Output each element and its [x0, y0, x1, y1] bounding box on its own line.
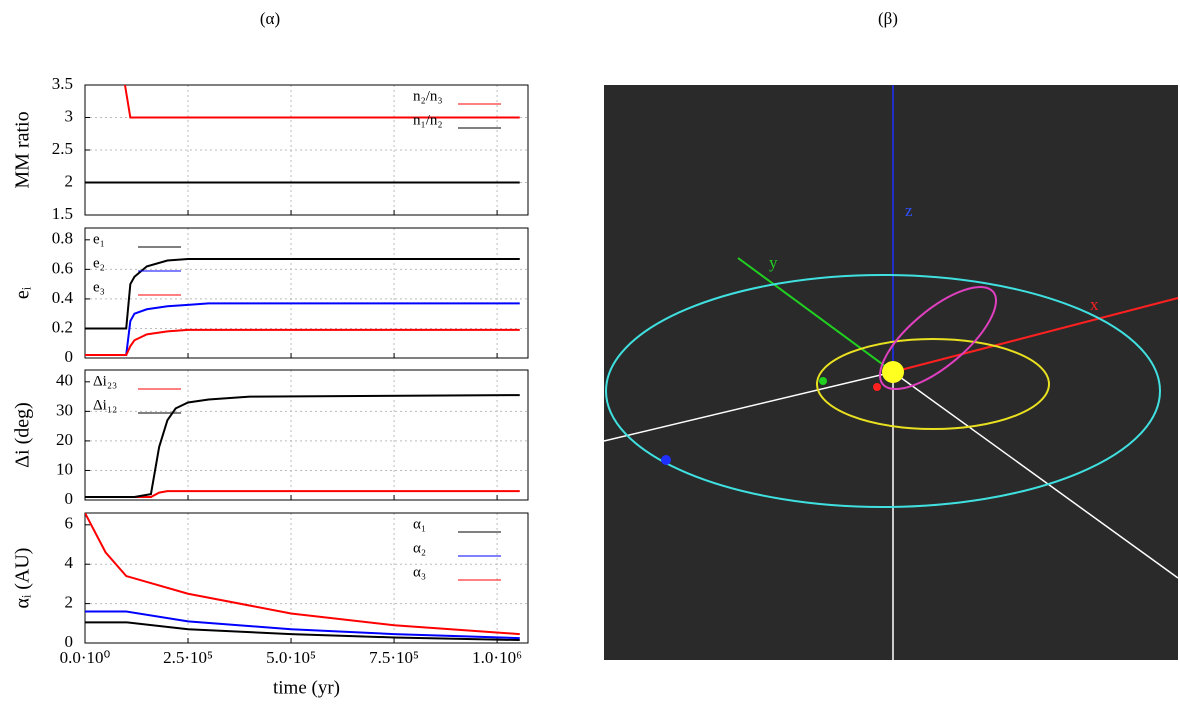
y-tick-label: 4	[65, 553, 74, 572]
orbit	[605, 274, 1161, 508]
legend-label: Δi₂₃	[93, 373, 117, 389]
x-tick-label: 5.0·10⁵	[266, 648, 316, 667]
plot-frame	[84, 227, 529, 359]
axis-label: x	[1090, 295, 1099, 314]
y-tick-label: 0.4	[52, 288, 74, 307]
plot-frame	[84, 369, 529, 501]
series-line	[85, 610, 520, 640]
planet	[873, 383, 881, 391]
y-tick-label: 0.2	[52, 317, 73, 336]
y-tick-label: 3	[65, 106, 74, 125]
legend-label: α₂	[413, 540, 426, 556]
y-tick-label: 0	[65, 489, 74, 508]
y-axis	[737, 257, 894, 373]
y-tick-label: 20	[56, 430, 73, 449]
series-line	[85, 394, 520, 499]
x-tick-label: 2.5·10⁵	[163, 648, 213, 667]
orbit	[816, 338, 1050, 430]
axis-line	[603, 371, 894, 442]
planet	[661, 455, 671, 465]
y-axis-label: αᵢ (AU)	[12, 548, 34, 609]
y-tick-label: 0.8	[52, 229, 73, 248]
series-line	[85, 513, 520, 636]
y-axis-label: Δi (deg)	[12, 402, 34, 468]
panel-label: (α)	[260, 9, 280, 28]
series-line	[85, 302, 520, 357]
y-tick-label: 2	[65, 593, 74, 612]
legend-label: e₃	[93, 279, 105, 295]
legend-label: α₃	[413, 564, 426, 580]
y-tick-label: 1.5	[52, 204, 73, 223]
y-tick-label: 30	[56, 400, 73, 419]
series-line	[85, 258, 520, 330]
legend-label: e₂	[93, 255, 105, 271]
y-axis-label: MM ratio	[12, 111, 34, 188]
y-tick-label: 2	[65, 171, 74, 190]
x-axis-label: time (yr)	[273, 677, 340, 698]
y-tick-label: 2.5	[52, 139, 73, 158]
series-line	[123, 85, 520, 119]
orbit	[878, 285, 998, 391]
legend-label: α₁	[413, 516, 426, 532]
axis-line	[892, 371, 1179, 579]
axis-label: z	[905, 201, 913, 220]
y-tick-label: 3.5	[52, 74, 73, 93]
legend-label: e₁	[93, 231, 105, 247]
plot-frame	[84, 512, 529, 644]
star	[882, 361, 904, 383]
y-tick-label: 6	[65, 514, 74, 533]
series-line	[85, 490, 520, 499]
legend-label: n₁/n₂	[413, 112, 443, 128]
y-tick-label: 40	[56, 371, 73, 390]
x-tick-label: 1.0·10⁶	[472, 648, 522, 667]
legend-label: n₂/n₃	[413, 88, 443, 104]
x-tick-label: 7.5·10⁵	[369, 648, 419, 667]
x-tick-label: 0.0·10⁰	[60, 648, 111, 667]
y-tick-label: 10	[56, 459, 73, 478]
legend-label: Δi₁₂	[93, 397, 117, 413]
planet	[819, 377, 827, 385]
series-line	[85, 328, 520, 357]
y-tick-label: 0	[65, 347, 74, 366]
plot-frame	[84, 84, 529, 216]
scene: z y x	[603, 85, 1179, 660]
series-line	[85, 621, 520, 642]
y-axis-label: eᵢ	[12, 286, 34, 299]
x-axis	[892, 297, 1179, 373]
panel-label: (β)	[878, 9, 898, 28]
y-tick-label: 0.6	[52, 258, 73, 277]
y-tick-label: 0	[65, 632, 74, 651]
axis-label: y	[769, 253, 778, 272]
